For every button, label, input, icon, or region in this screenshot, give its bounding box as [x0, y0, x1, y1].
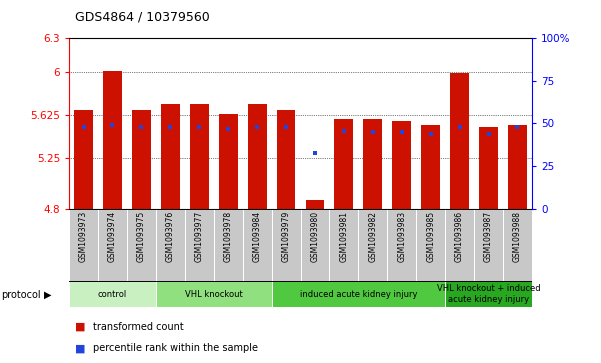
Text: ■: ■ — [75, 343, 85, 354]
Bar — [358, 209, 387, 281]
Text: GSM1093984: GSM1093984 — [252, 211, 261, 262]
Text: GSM1093983: GSM1093983 — [397, 211, 406, 262]
Bar — [387, 209, 416, 281]
Bar — [156, 281, 272, 307]
Bar — [127, 209, 156, 281]
Text: GSM1093976: GSM1093976 — [166, 211, 175, 262]
Bar — [329, 209, 358, 281]
Bar — [364, 119, 382, 209]
Text: VHL knockout: VHL knockout — [185, 290, 243, 298]
Text: GSM1093981: GSM1093981 — [340, 211, 349, 262]
Bar — [305, 200, 325, 209]
Text: GSM1093973: GSM1093973 — [79, 211, 88, 262]
Bar — [479, 127, 498, 209]
Text: transformed count: transformed count — [93, 322, 184, 332]
Bar — [474, 209, 503, 281]
Bar — [156, 209, 185, 281]
Bar — [421, 125, 440, 209]
Bar — [132, 110, 151, 209]
Bar — [185, 209, 214, 281]
Bar — [445, 209, 474, 281]
Bar — [161, 104, 180, 209]
Text: induced acute kidney injury: induced acute kidney injury — [299, 290, 417, 298]
Bar — [214, 209, 243, 281]
Bar — [248, 103, 266, 209]
Text: GDS4864 / 10379560: GDS4864 / 10379560 — [75, 11, 210, 24]
Text: GSM1093974: GSM1093974 — [108, 211, 117, 262]
Text: GSM1093979: GSM1093979 — [281, 211, 290, 262]
Text: GSM1093986: GSM1093986 — [455, 211, 464, 262]
Bar — [416, 209, 445, 281]
Bar — [503, 209, 532, 281]
Text: VHL knockout + induced
acute kidney injury: VHL knockout + induced acute kidney inju… — [437, 284, 540, 304]
Bar — [69, 209, 98, 281]
Bar — [508, 125, 527, 209]
Text: GSM1093978: GSM1093978 — [224, 211, 233, 262]
Text: GSM1093987: GSM1093987 — [484, 211, 493, 262]
Bar — [243, 209, 272, 281]
Text: GSM1093982: GSM1093982 — [368, 211, 377, 262]
Bar — [450, 73, 469, 209]
Bar — [190, 103, 209, 209]
Text: GSM1093977: GSM1093977 — [195, 211, 204, 262]
Text: ■: ■ — [75, 322, 85, 332]
Text: GSM1093980: GSM1093980 — [311, 211, 320, 262]
Text: control: control — [98, 290, 127, 298]
Bar — [300, 209, 329, 281]
Bar — [272, 209, 300, 281]
Text: ▶: ▶ — [44, 290, 51, 300]
Bar — [98, 209, 127, 281]
Text: percentile rank within the sample: percentile rank within the sample — [93, 343, 258, 354]
Text: GSM1093985: GSM1093985 — [426, 211, 435, 262]
Bar — [276, 110, 296, 209]
Bar — [69, 281, 156, 307]
Bar — [335, 119, 353, 209]
Text: GSM1093988: GSM1093988 — [513, 211, 522, 262]
Bar — [103, 71, 122, 209]
Bar — [392, 121, 411, 209]
Bar — [74, 110, 93, 209]
Text: GSM1093975: GSM1093975 — [137, 211, 146, 262]
Bar — [445, 281, 532, 307]
Bar — [219, 114, 237, 209]
Text: protocol: protocol — [1, 290, 41, 300]
Bar — [272, 281, 445, 307]
